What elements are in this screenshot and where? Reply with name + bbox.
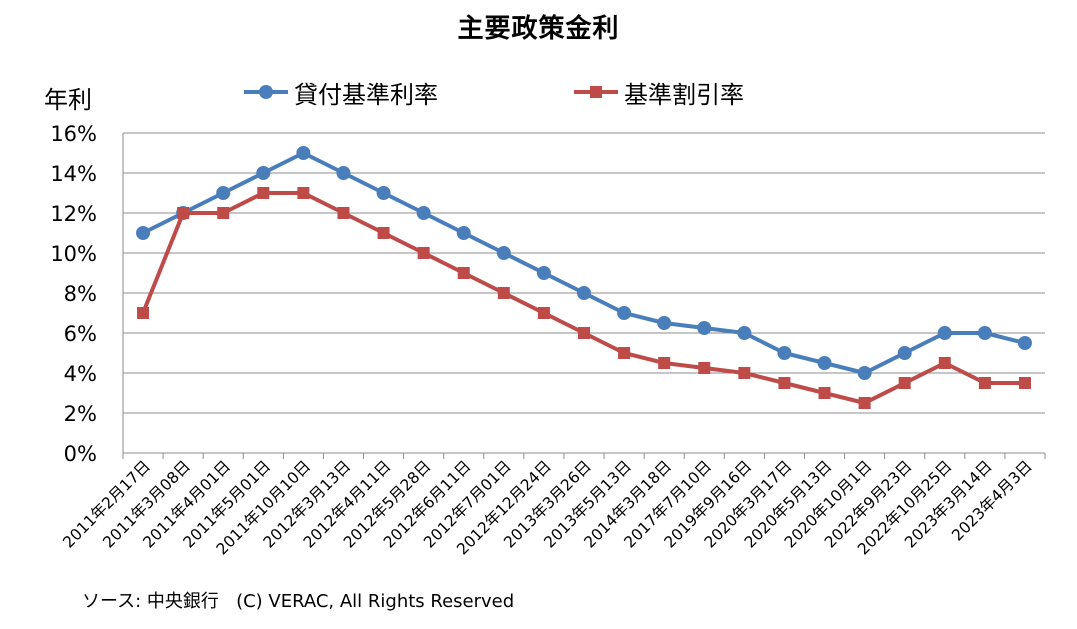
y-tick-label: 16% (50, 122, 97, 146)
data-point-square (978, 377, 991, 389)
data-point-circle (456, 226, 471, 240)
legend-line-square-icon (574, 86, 618, 98)
data-point-square (217, 207, 230, 219)
y-tick-label: 12% (50, 202, 97, 226)
data-point-circle (1017, 336, 1032, 350)
series-line-1 (142, 151, 1026, 375)
legend-item-lending-rate: 貸付基準利率 (244, 76, 438, 109)
data-point-circle (496, 246, 511, 260)
data-point-square (618, 347, 631, 359)
data-point-square (738, 367, 751, 379)
data-point-circle (536, 266, 551, 280)
legend-item-discount-rate: 基準割引率 (574, 76, 744, 109)
data-point-square (1018, 377, 1031, 389)
data-point-square (818, 387, 831, 399)
data-point-circle (977, 326, 992, 340)
data-point-square (938, 357, 951, 369)
source-label: ソース: 中央銀行 (82, 591, 219, 612)
data-point-circle (697, 321, 712, 335)
data-point-square (457, 267, 470, 279)
chart-title: 主要政策金利 (457, 14, 620, 44)
copyright-text: (C) VERAC, All Rights Reserved (236, 591, 515, 612)
data-point-circle (296, 146, 311, 160)
data-point-square (658, 357, 671, 369)
source-note: ソース: 中央銀行 (C) VERAC, All Rights Reserved (82, 587, 514, 613)
data-point-circle (256, 166, 271, 180)
data-point-square (297, 187, 310, 199)
data-point-circle (216, 186, 231, 200)
y-axis-label: 年利 (44, 86, 92, 114)
legend-line-circle-icon (244, 85, 288, 99)
data-point-square (778, 377, 791, 389)
data-point-square (337, 207, 350, 219)
data-point-square (858, 397, 871, 409)
data-point-circle (577, 286, 591, 300)
data-point-circle (617, 306, 632, 320)
data-point-circle (737, 326, 752, 340)
data-point-circle (136, 226, 151, 240)
data-point-circle (937, 326, 952, 340)
data-point-circle (857, 366, 872, 380)
y-tick-label: 0% (64, 442, 97, 466)
data-point-circle (416, 206, 431, 220)
y-tick-label: 2% (64, 402, 97, 426)
data-point-square (177, 207, 190, 219)
data-point-square (898, 377, 911, 389)
data-point-square (417, 247, 430, 259)
data-point-square (578, 327, 590, 339)
data-point-circle (897, 346, 912, 360)
data-point-circle (657, 316, 672, 330)
data-point-square (497, 287, 510, 299)
data-point-circle (777, 346, 792, 360)
y-tick-label: 6% (64, 322, 97, 346)
y-tick-label: 14% (50, 162, 97, 186)
data-point-circle (336, 166, 351, 180)
y-tick-label: 10% (50, 242, 97, 266)
data-point-square (257, 187, 270, 199)
y-tick-label: 8% (64, 282, 97, 306)
data-point-square (137, 307, 150, 319)
data-point-square (698, 362, 711, 374)
legend-label: 基準割引率 (624, 80, 744, 109)
data-point-circle (376, 186, 391, 200)
legend-label: 貸付基準利率 (294, 80, 438, 109)
data-point-square (377, 227, 390, 239)
data-point-square (537, 307, 550, 319)
y-tick-label: 4% (64, 362, 97, 386)
data-point-circle (817, 356, 832, 370)
